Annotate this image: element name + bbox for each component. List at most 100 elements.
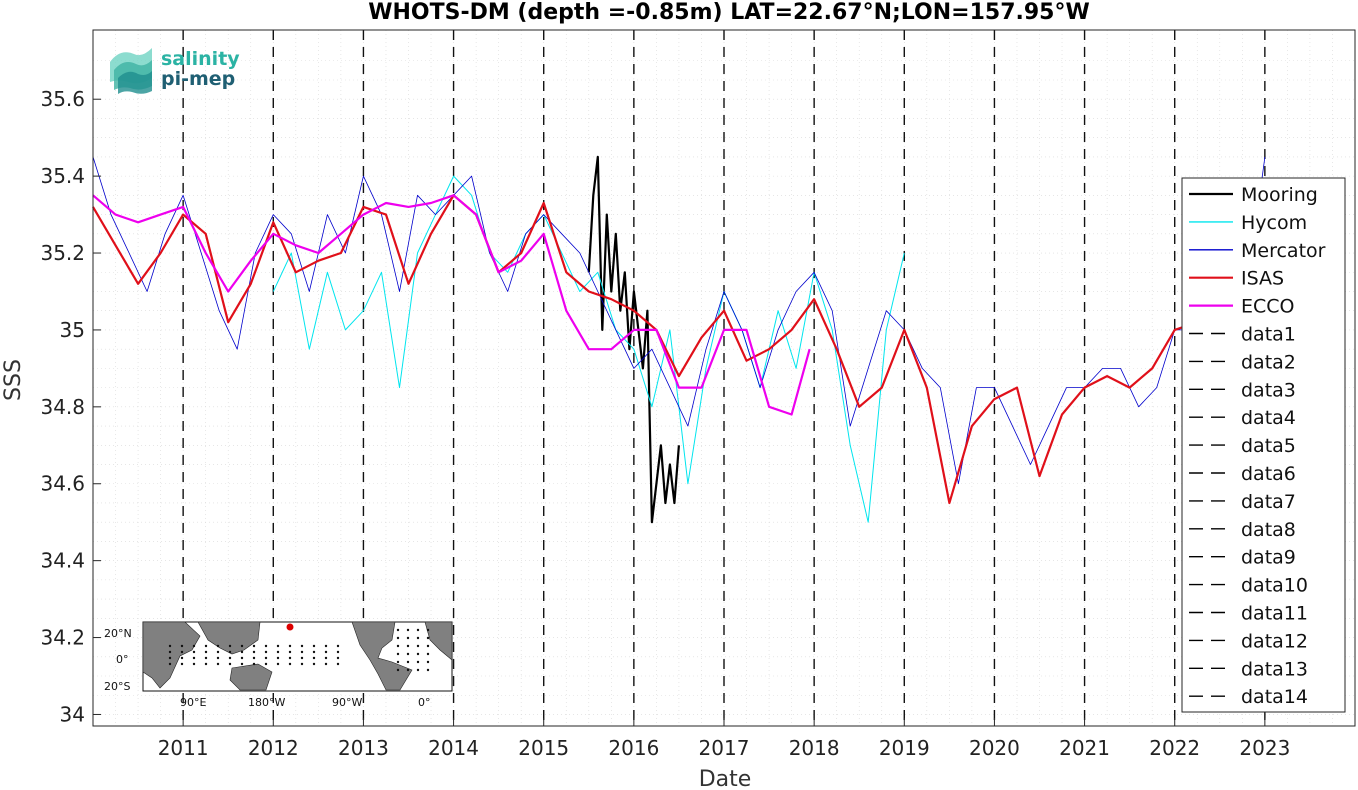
map-dot — [396, 644, 400, 648]
x-tick-label: 2012 — [248, 736, 299, 760]
map-dot — [396, 636, 400, 640]
map-dot — [276, 662, 280, 666]
land-americas — [351, 621, 413, 691]
map-dot — [416, 668, 420, 672]
legend-label-data5: data5 — [1241, 435, 1296, 457]
series-lines — [92, 155, 1266, 524]
chart-title: WHOTS-DM (depth =-0.85m) LAT=22.67°N;LON… — [368, 0, 1090, 25]
map-dot — [180, 650, 184, 654]
map-dot — [416, 644, 420, 648]
y-tick-label: 35.2 — [40, 241, 85, 265]
map-dot — [396, 628, 400, 632]
map-dot — [276, 644, 280, 648]
map-dot — [288, 656, 292, 660]
map-dot — [204, 662, 208, 666]
map-dot — [204, 656, 208, 660]
map-lon-label-0: 0° — [418, 696, 431, 709]
map-dot — [204, 650, 208, 654]
legend-label-ecco: ECCO — [1241, 296, 1295, 318]
land-asia — [197, 621, 261, 655]
map-dot — [416, 652, 420, 656]
map-dot — [252, 650, 256, 654]
map-dot — [300, 662, 304, 666]
legend: Mooring Hycom Mercator ISAS ECCO data1 data2 da… — [1181, 177, 1346, 713]
logo-line2: pi-mep — [161, 68, 235, 90]
x-tick-label: 2014 — [428, 736, 479, 760]
map-dot — [192, 644, 196, 648]
map-dot — [228, 650, 232, 654]
x-tick-label: 2022 — [1149, 736, 1200, 760]
map-lon-label-90w: 90°W — [332, 696, 362, 709]
x-tick-label: 2020 — [969, 736, 1020, 760]
map-dot — [276, 650, 280, 654]
series-line-mercator — [92, 156, 1266, 485]
map-dot — [426, 660, 430, 664]
map-dot — [264, 656, 268, 660]
map-dot — [240, 644, 244, 648]
y-tick-label: 34 — [60, 702, 85, 726]
map-dot — [406, 644, 410, 648]
map-dot — [180, 644, 184, 648]
map-dot — [426, 652, 430, 656]
legend-label-data1: data1 — [1241, 324, 1296, 346]
legend-label-hycom: Hycom — [1241, 212, 1307, 234]
map-dot — [228, 662, 232, 666]
y-tick-label: 34.2 — [40, 626, 85, 650]
legend-label-data13: data13 — [1241, 658, 1308, 680]
legend-label-isas: ISAS — [1241, 268, 1284, 290]
inset-map: 20°N 0° 20°S 90°E 180°W 90°W 0° — [104, 621, 453, 709]
map-lon-label-90e: 90°E — [180, 696, 206, 709]
map-dot — [252, 644, 256, 648]
mooring-dots — [168, 628, 430, 672]
map-dot — [228, 644, 232, 648]
x-tick-label: 2015 — [518, 736, 569, 760]
y-axis-ticks: 34 34.2 34.4 34.6 34.8 35 35.2 35.4 35.6 — [40, 87, 101, 726]
legend-label-data11: data11 — [1241, 603, 1308, 625]
map-dot — [216, 656, 220, 660]
whots-location-marker — [286, 623, 294, 631]
land-australia — [229, 663, 273, 691]
map-dot — [426, 636, 430, 640]
map-dot — [396, 668, 400, 672]
x-tick-label: 2016 — [608, 736, 659, 760]
map-dot — [406, 652, 410, 656]
legend-label-data10: data10 — [1241, 575, 1308, 597]
map-dot — [312, 644, 316, 648]
series-line-ecco — [92, 194, 811, 416]
map-dot — [192, 650, 196, 654]
map-dot — [264, 650, 268, 654]
map-dot — [240, 650, 244, 654]
map-dot — [228, 656, 232, 660]
map-dot — [324, 650, 328, 654]
map-dot — [192, 656, 196, 660]
map-dot — [276, 656, 280, 660]
y-tick-label: 34.6 — [40, 472, 85, 496]
map-dot — [240, 656, 244, 660]
y-tick-label: 34.8 — [40, 395, 85, 419]
legend-label-data7: data7 — [1241, 491, 1296, 513]
map-dot — [416, 628, 420, 632]
map-dot — [406, 660, 410, 664]
land-africa — [142, 621, 201, 689]
y-tick-label: 34.4 — [40, 549, 85, 573]
map-dot — [252, 662, 256, 666]
x-tick-label: 2019 — [879, 736, 930, 760]
map-dot — [336, 650, 340, 654]
map-dot — [204, 644, 208, 648]
map-dot — [264, 644, 268, 648]
map-dot — [396, 660, 400, 664]
x-tick-label: 2017 — [699, 736, 750, 760]
map-dot — [336, 662, 340, 666]
map-dot — [312, 650, 316, 654]
map-dot — [180, 662, 184, 666]
map-dot — [180, 656, 184, 660]
map-dot — [406, 628, 410, 632]
legend-label-data9: data9 — [1241, 547, 1296, 569]
land-africa-east — [424, 621, 453, 661]
y-tick-label: 35.6 — [40, 87, 85, 111]
map-dot — [168, 662, 172, 666]
map-dot — [406, 636, 410, 640]
map-dot — [192, 662, 196, 666]
map-dot — [396, 652, 400, 656]
